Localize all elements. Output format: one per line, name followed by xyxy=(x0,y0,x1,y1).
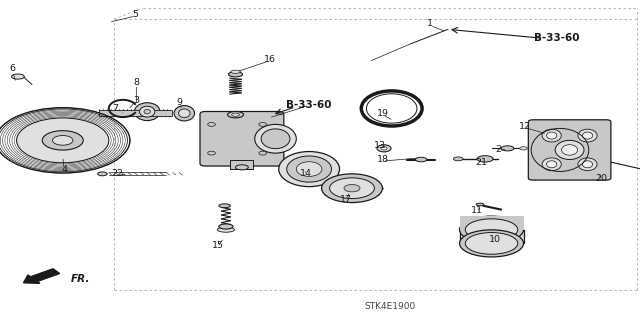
Ellipse shape xyxy=(219,224,233,229)
Ellipse shape xyxy=(217,227,235,232)
Ellipse shape xyxy=(547,132,557,139)
Ellipse shape xyxy=(465,233,518,254)
Bar xyxy=(99,110,172,116)
Text: 19: 19 xyxy=(377,109,388,118)
Ellipse shape xyxy=(476,203,484,206)
Text: 3: 3 xyxy=(133,96,140,105)
Ellipse shape xyxy=(415,157,427,162)
Text: 8: 8 xyxy=(133,78,140,87)
Ellipse shape xyxy=(562,145,578,155)
Text: 22: 22 xyxy=(111,169,123,178)
Ellipse shape xyxy=(578,129,597,142)
Ellipse shape xyxy=(259,122,266,126)
Text: 16: 16 xyxy=(264,55,276,63)
Text: 6: 6 xyxy=(10,64,16,73)
Ellipse shape xyxy=(228,112,243,118)
Ellipse shape xyxy=(207,122,215,126)
Ellipse shape xyxy=(140,106,155,117)
Text: 5: 5 xyxy=(132,10,139,19)
Text: 15: 15 xyxy=(212,241,223,250)
Ellipse shape xyxy=(381,147,387,150)
Ellipse shape xyxy=(556,140,584,160)
Ellipse shape xyxy=(547,161,557,168)
Ellipse shape xyxy=(230,70,241,73)
Text: 4: 4 xyxy=(61,165,67,174)
FancyBboxPatch shape xyxy=(200,112,284,166)
Ellipse shape xyxy=(261,129,290,149)
Ellipse shape xyxy=(259,151,266,155)
Ellipse shape xyxy=(207,151,215,155)
Ellipse shape xyxy=(582,132,593,139)
Bar xyxy=(230,160,253,169)
Text: 7: 7 xyxy=(112,104,118,113)
Text: 13: 13 xyxy=(374,141,385,150)
Ellipse shape xyxy=(322,174,383,203)
Ellipse shape xyxy=(460,216,524,243)
Bar xyxy=(460,216,524,230)
Text: STK4E1900: STK4E1900 xyxy=(365,302,416,311)
Ellipse shape xyxy=(279,152,339,187)
Text: 14: 14 xyxy=(300,169,312,178)
Text: 17: 17 xyxy=(340,195,351,204)
Ellipse shape xyxy=(98,172,108,176)
Text: 12: 12 xyxy=(519,122,531,130)
FancyBboxPatch shape xyxy=(529,120,611,180)
Ellipse shape xyxy=(582,161,593,168)
Ellipse shape xyxy=(453,157,463,161)
Ellipse shape xyxy=(578,158,597,171)
Ellipse shape xyxy=(134,103,160,121)
Text: B-33-60: B-33-60 xyxy=(534,33,580,43)
Ellipse shape xyxy=(501,146,514,151)
Ellipse shape xyxy=(228,72,243,77)
Ellipse shape xyxy=(287,156,332,182)
Ellipse shape xyxy=(12,74,24,79)
Ellipse shape xyxy=(296,162,322,176)
Ellipse shape xyxy=(542,158,561,171)
Text: FR.: FR. xyxy=(70,274,90,284)
Ellipse shape xyxy=(465,219,518,241)
Ellipse shape xyxy=(344,184,360,192)
Ellipse shape xyxy=(42,131,83,150)
Ellipse shape xyxy=(219,204,230,208)
Ellipse shape xyxy=(460,230,524,257)
Text: 10: 10 xyxy=(489,235,500,244)
Text: 20: 20 xyxy=(596,174,607,183)
Ellipse shape xyxy=(232,113,239,116)
Ellipse shape xyxy=(17,118,109,163)
Text: 18: 18 xyxy=(377,155,388,164)
Ellipse shape xyxy=(255,124,296,153)
Text: 21: 21 xyxy=(476,158,487,167)
FancyArrow shape xyxy=(24,269,60,283)
Ellipse shape xyxy=(179,109,190,118)
Ellipse shape xyxy=(477,156,493,162)
Ellipse shape xyxy=(542,129,561,142)
Text: 11: 11 xyxy=(471,206,483,215)
Ellipse shape xyxy=(377,145,391,152)
Ellipse shape xyxy=(520,147,527,150)
Text: B-33-60: B-33-60 xyxy=(286,100,332,110)
Ellipse shape xyxy=(236,165,248,170)
Ellipse shape xyxy=(330,178,374,198)
Text: 2: 2 xyxy=(495,145,502,154)
Text: 1: 1 xyxy=(427,19,433,28)
Ellipse shape xyxy=(52,136,73,145)
Ellipse shape xyxy=(174,106,195,121)
Text: 9: 9 xyxy=(176,98,182,107)
Ellipse shape xyxy=(144,109,150,114)
